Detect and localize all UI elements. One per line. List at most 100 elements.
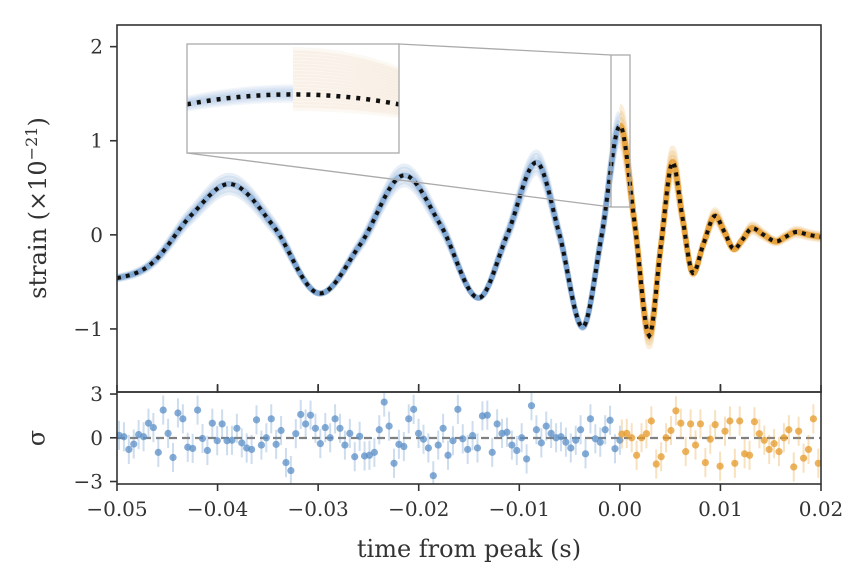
bottom-y-ticks: 3 0 −3	[74, 382, 117, 494]
residual-point-pre-peak	[139, 433, 148, 441]
residual-point-pre-peak	[164, 429, 172, 438]
inset-inspiral-trace	[187, 95, 293, 112]
residual-point-post-peak	[633, 451, 641, 459]
residual-point-post-peak	[785, 426, 793, 434]
residual-point-post-peak	[760, 436, 768, 444]
residual-point-pre-peak	[513, 446, 521, 455]
top-x-ticks	[216, 384, 722, 391]
inspiral-band-trace	[117, 128, 622, 330]
residual-point-post-peak	[736, 417, 744, 425]
residual-point-pre-peak	[179, 415, 187, 423]
residual-point-post-peak	[701, 458, 709, 467]
inset-zoom	[186, 43, 400, 154]
inset-connector-top	[398, 43, 612, 56]
x-tick-label: 0.01	[698, 497, 743, 521]
residual-point-pre-peak	[252, 416, 261, 424]
residual-point-pre-peak	[581, 450, 590, 458]
y-tick-label: 1	[90, 129, 103, 153]
inspiral-band-core	[117, 123, 622, 331]
inset-ringdown-trace	[293, 98, 399, 113]
residual-point-pre-peak	[233, 424, 241, 432]
top-y-ticks: 2 1 0 −1	[74, 35, 117, 341]
residual-point-pre-peak	[346, 429, 354, 438]
residual-point-pre-peak	[537, 439, 545, 447]
residual-point-pre-peak	[414, 429, 423, 438]
residual-point-pre-peak	[292, 430, 300, 438]
residual-point-pre-peak	[277, 426, 285, 435]
inset-ringdown-trace	[293, 94, 399, 110]
residual-point-pre-peak	[297, 410, 305, 419]
residual-point-pre-peak	[218, 420, 226, 428]
residual-point-post-peak	[770, 440, 778, 448]
residual-point-pre-peak	[508, 441, 516, 449]
residual-point-pre-peak	[503, 428, 511, 436]
residual-point-pre-peak	[606, 416, 614, 424]
x-tick-label: 0.00	[598, 497, 643, 521]
x-tick-label: −0.03	[287, 497, 348, 521]
residual-point-pre-peak	[424, 444, 432, 452]
residual-point-post-peak	[765, 445, 773, 454]
residual-point-pre-peak	[473, 444, 482, 452]
residual-point-post-peak	[814, 459, 821, 467]
residual-point-pre-peak	[159, 406, 167, 414]
inset-ringdown-trace	[293, 70, 399, 92]
residual-point-post-peak	[672, 407, 680, 415]
residual-point-pre-peak	[434, 441, 442, 449]
sigma-axis-label: σ	[23, 430, 51, 446]
residual-point-post-peak	[716, 462, 724, 470]
residual-point-post-peak	[696, 420, 705, 428]
residual-point-pre-peak	[572, 436, 580, 444]
residual-point-post-peak	[637, 434, 646, 442]
residual-point-pre-peak	[410, 405, 418, 413]
residual-point-pre-peak	[267, 415, 275, 423]
residual-point-pre-peak	[193, 406, 202, 414]
residual-point-post-peak	[667, 426, 675, 435]
residual-point-pre-peak	[483, 411, 491, 419]
y-tick-label: −3	[74, 470, 103, 494]
residual-point-pre-peak	[351, 453, 359, 461]
residual-point-post-peak	[799, 454, 808, 462]
residual-point-pre-peak	[370, 448, 378, 456]
y-tick-label: 0	[90, 223, 103, 247]
residual-point-pre-peak	[429, 472, 437, 480]
residual-point-pre-peak	[611, 445, 619, 453]
residual-point-pre-peak	[532, 426, 541, 434]
bottom-x-ticks: −0.05 −0.04 −0.03 −0.02 −0.01 0.00 0.01 0.02	[86, 385, 843, 521]
residual-point-post-peak	[755, 430, 763, 438]
residual-point-pre-peak	[306, 411, 315, 419]
residual-point-post-peak	[726, 417, 734, 425]
residual-point-post-peak	[750, 418, 759, 426]
residual-point-post-peak	[687, 420, 695, 428]
inset-ringdown-trace	[293, 91, 399, 108]
inset-inspiral-trace	[187, 86, 293, 105]
residual-point-pre-peak	[336, 424, 344, 432]
inset-frame	[186, 43, 400, 154]
residual-point-pre-peak	[557, 433, 565, 441]
residual-point-pre-peak	[439, 424, 447, 432]
posterior-waveform-bands	[117, 104, 821, 350]
residual-point-pre-peak	[586, 415, 595, 423]
residual-point-pre-peak	[203, 446, 212, 455]
x-tick-label: −0.01	[489, 497, 550, 521]
residual-point-post-peak	[706, 435, 714, 443]
inset-ringdown-trace	[293, 57, 399, 81]
residual-point-pre-peak	[144, 419, 153, 427]
residual-point-pre-peak	[390, 459, 398, 467]
inspiral-band-trace	[117, 136, 622, 329]
x-tick-label: −0.04	[187, 497, 248, 521]
residual-point-pre-peak	[488, 448, 496, 456]
residual-point-pre-peak	[174, 409, 182, 417]
residual-point-post-peak	[642, 430, 651, 438]
residual-point-pre-peak	[272, 440, 280, 448]
residual-point-pre-peak	[316, 440, 324, 448]
inset-ringdown-trace	[293, 64, 399, 86]
residual-point-post-peak	[711, 421, 719, 429]
residual-point-pre-peak	[577, 426, 585, 434]
y-tick-label: 2	[90, 35, 103, 59]
residual-point-post-peak	[647, 417, 655, 425]
strain-axis-label: strain (×10−21)	[22, 117, 52, 299]
inset-connector-bottom	[186, 152, 612, 208]
residual-point-pre-peak	[527, 402, 536, 410]
inset-ringdown-trace	[293, 60, 399, 84]
residual-point-pre-peak	[400, 442, 408, 451]
